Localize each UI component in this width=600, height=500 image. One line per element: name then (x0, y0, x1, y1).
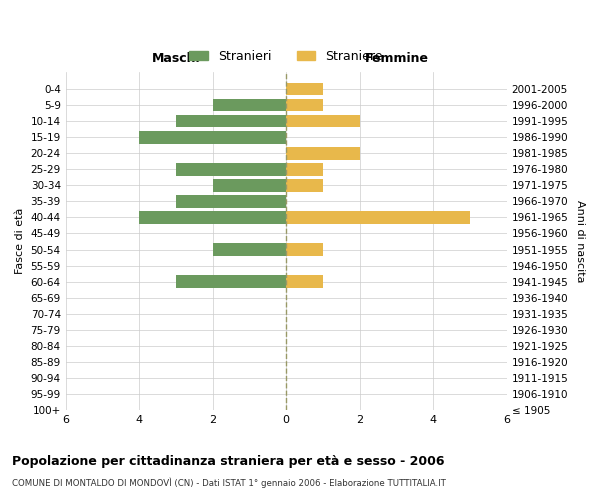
Legend: Stranieri, Straniere: Stranieri, Straniere (184, 44, 388, 68)
Bar (286, 275, 323, 288)
Bar (286, 211, 470, 224)
Bar (139, 211, 286, 224)
Bar (286, 147, 360, 160)
Bar (286, 98, 323, 112)
Bar (176, 114, 286, 128)
Bar (286, 82, 323, 96)
Y-axis label: Fasce di età: Fasce di età (15, 208, 25, 274)
Bar (286, 243, 323, 256)
Y-axis label: Anni di nascita: Anni di nascita (575, 200, 585, 282)
Bar (212, 179, 286, 192)
Bar (176, 275, 286, 288)
Bar (286, 114, 360, 128)
Bar (286, 179, 323, 192)
Text: Maschi: Maschi (152, 52, 200, 66)
Bar (176, 195, 286, 208)
Bar (286, 163, 323, 175)
Text: Popolazione per cittadinanza straniera per età e sesso - 2006: Popolazione per cittadinanza straniera p… (12, 455, 445, 468)
Bar (212, 243, 286, 256)
Bar (212, 98, 286, 112)
Text: COMUNE DI MONTALDO DI MONDOVÌ (CN) - Dati ISTAT 1° gennaio 2006 - Elaborazione T: COMUNE DI MONTALDO DI MONDOVÌ (CN) - Dat… (12, 478, 446, 488)
Bar (176, 163, 286, 175)
Text: Femmine: Femmine (364, 52, 428, 66)
Bar (139, 130, 286, 143)
